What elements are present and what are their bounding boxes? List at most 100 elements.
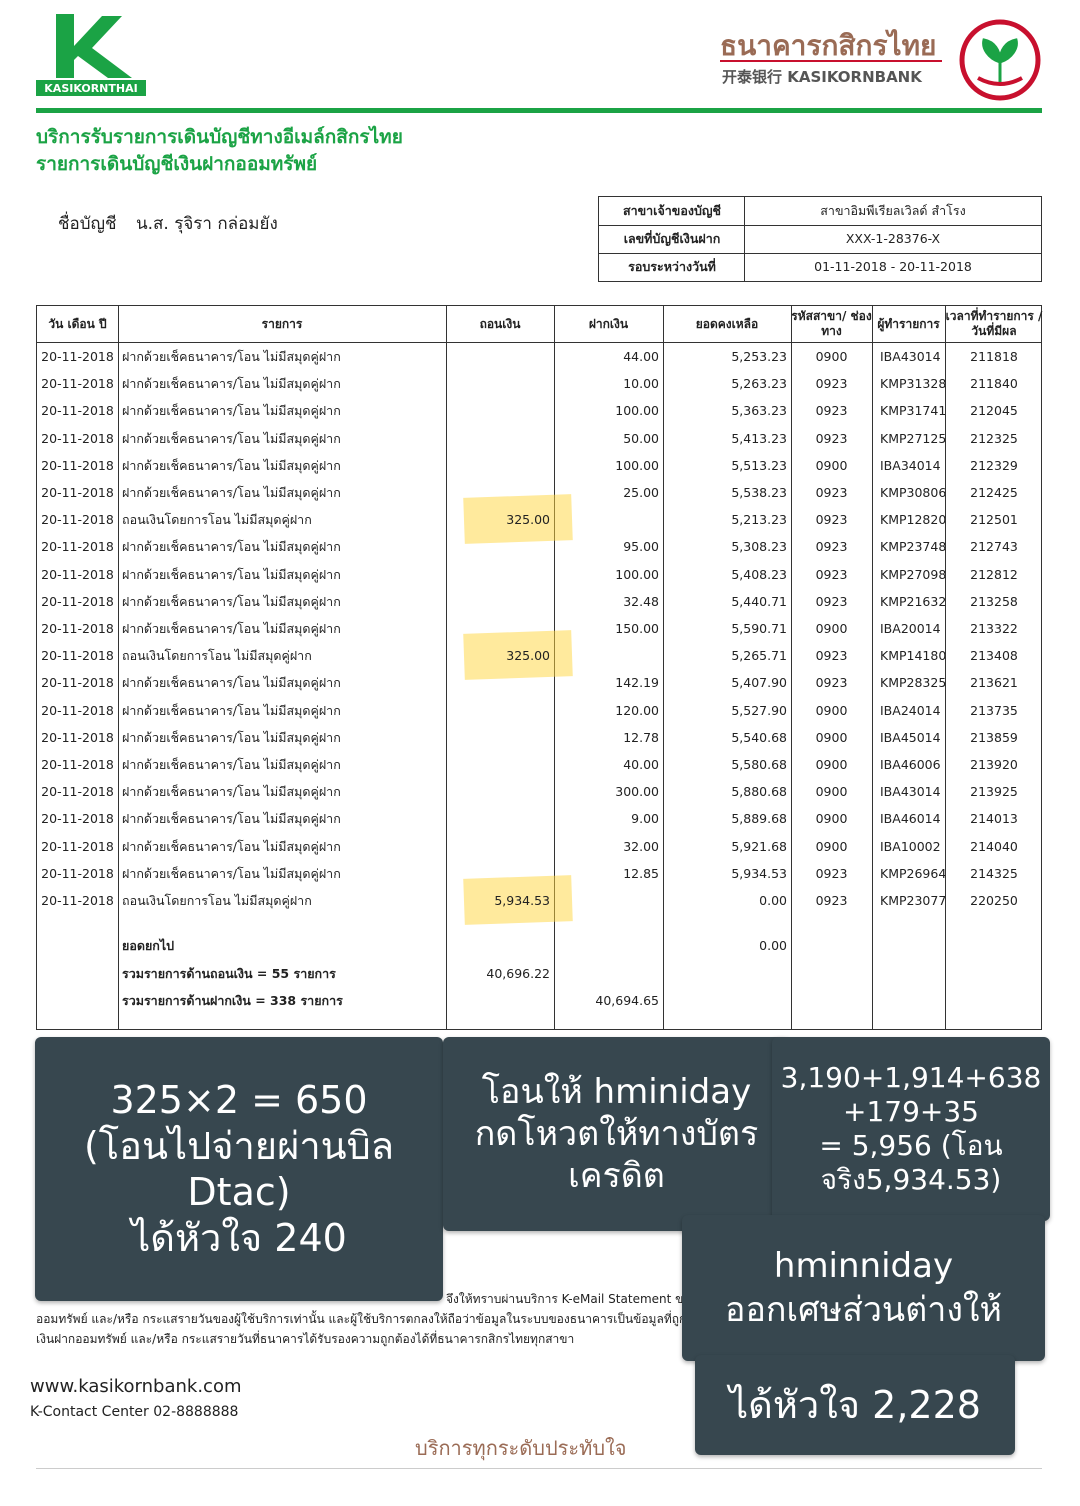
cell: 211818 xyxy=(970,349,1018,364)
cell: 5,889.68 xyxy=(731,811,787,827)
cell: 9.00 xyxy=(631,811,659,827)
cell: 212329 xyxy=(970,457,1018,473)
info-value: XXX-1-28376-X xyxy=(845,231,941,246)
cell: 20-11-2018 xyxy=(41,648,114,664)
cell: 20-11-2018 xyxy=(41,403,114,419)
annotation-line: โอนให้ hminiday xyxy=(481,1072,752,1112)
summary-cell: 40,696.22 xyxy=(486,965,550,981)
cell: IBA43014 xyxy=(880,784,941,800)
annotation-line: ได้หัวใจ 2,228 xyxy=(729,1383,981,1427)
annotation-line: ออกเศษส่วนต่างให้ xyxy=(725,1290,1002,1330)
row-line xyxy=(599,225,1041,226)
cell: KMP26964 xyxy=(880,865,945,881)
cell: 150.00 xyxy=(615,621,659,636)
cell: 20-11-2018 xyxy=(41,457,114,473)
cell: 5,590.71 xyxy=(731,621,787,636)
cell: 213925 xyxy=(970,784,1018,800)
cell: 212325 xyxy=(970,430,1018,446)
column-header: รหัสสาขา/ ช่องทาง xyxy=(791,309,872,338)
annotation-line: ได้หัวใจ 240 xyxy=(131,1216,347,1260)
cell: KMP31741 xyxy=(880,403,945,419)
cell: 0.00 xyxy=(759,893,787,908)
cell: ฝากด้วยเช็คธนาคาร/โอน ไม่มีสมุดคู่ฝาก xyxy=(122,784,341,800)
cell: 20-11-2018 xyxy=(41,675,114,691)
cell: ฝากด้วยเช็คธนาคาร/โอน ไม่มีสมุดคู่ฝาก xyxy=(122,675,341,691)
cell: 0900 xyxy=(815,757,848,772)
cell: 0923 xyxy=(815,893,848,908)
subtitle: รายการเดินบัญชีเงินฝากออมทรัพย์ xyxy=(36,153,318,175)
cell: KMP12820 xyxy=(880,512,945,528)
cell: 0923 xyxy=(815,593,848,609)
cell: ถอนเงินโดยการโอน ไม่มีสมุดคู่ฝาก xyxy=(122,893,312,908)
cell: 5,265.71 xyxy=(731,648,787,664)
cell: ฝากด้วยเช็คธนาคาร/โอน ไม่มีสมุดคู่ฝาก xyxy=(122,349,341,364)
cell: 25.00 xyxy=(623,485,659,500)
column-header: เวลาที่ทำรายการ / วันที่มีผล xyxy=(945,309,1043,338)
cell: 20-11-2018 xyxy=(41,566,114,582)
logo-text: KASIKORNTHAI xyxy=(44,82,137,95)
cell: 20-11-2018 xyxy=(41,430,114,446)
cell: 20-11-2018 xyxy=(41,784,114,800)
website: www.kasikornbank.com xyxy=(30,1376,242,1397)
info-label: สาขาเจ้าของบัญชี xyxy=(622,203,722,218)
annotation-line: (โอนไปจ่ายผ่านบิล xyxy=(83,1124,395,1168)
info-value: 01-11-2018 - 20-11-2018 xyxy=(814,259,972,274)
cell: 5,363.23 xyxy=(731,403,787,419)
footer-notes: จึงให้ทราบผ่านบริการ K-eMail Statement ข… xyxy=(36,1289,691,1349)
column-header: ผู้ทำรายการ xyxy=(877,316,940,331)
cell: 5,440.71 xyxy=(731,593,787,609)
cell: 5,253.23 xyxy=(731,349,787,364)
cell: ฝากด้วยเช็คธนาคาร/โอน ไม่มีสมุดคู่ฝาก xyxy=(122,811,341,827)
column-header: ถอนเงิน xyxy=(479,316,521,331)
cell: 20-11-2018 xyxy=(41,729,114,745)
annotation: 3,190+1,914+638 +179+35 = 5,956 (โอน จริง5,… xyxy=(772,1037,1050,1221)
cell: ฝากด้วยเช็คธนาคาร/โอน ไม่มีสมุดคู่ฝาก xyxy=(122,593,341,609)
cell: 300.00 xyxy=(615,784,659,800)
col-line xyxy=(118,306,119,1029)
column-header: ยอดคงเหลือ xyxy=(695,316,759,331)
cell: 0923 xyxy=(815,376,848,392)
cell: 0900 xyxy=(815,729,848,745)
cell: IBA20014 xyxy=(880,621,941,636)
cell: 213859 xyxy=(970,729,1018,745)
cell: 20-11-2018 xyxy=(41,376,114,392)
cell: 212045 xyxy=(970,403,1018,419)
cell: 0900 xyxy=(815,457,848,473)
cell: 212425 xyxy=(970,485,1018,500)
cell: KMP21632 xyxy=(880,593,945,609)
cell: 5,308.23 xyxy=(731,539,787,555)
cell: 213322 xyxy=(970,621,1018,636)
cell: 0923 xyxy=(815,648,848,664)
cell: 100.00 xyxy=(615,457,659,473)
column-header: วัน เดือน ปี xyxy=(48,316,107,331)
cell: 20-11-2018 xyxy=(41,512,114,528)
summary-cell: 40,694.65 xyxy=(595,993,659,1008)
cell: KMP27125 xyxy=(880,430,945,446)
cell: 20-11-2018 xyxy=(41,702,114,718)
col-line xyxy=(744,197,745,281)
account-label: ชื่อบัญชี xyxy=(58,214,117,234)
footer-line xyxy=(36,1468,1042,1469)
cell: KMP14180 xyxy=(880,648,945,664)
summary-cell: รวมรายการด้านถอนเงิน = 55 รายการ xyxy=(122,965,336,981)
annotation-line: 3,190+1,914+638 xyxy=(780,1061,1042,1094)
annotation-line: 325×2 = 650 xyxy=(110,1078,368,1122)
cell: 0923 xyxy=(815,675,848,691)
cell: 95.00 xyxy=(623,539,659,555)
footer-note: เงินฝากออมทรัพย์ และ/หรือ กระแสรายวันที่… xyxy=(36,1332,575,1346)
cell: ฝากด้วยเช็คธนาคาร/โอน ไม่มีสมุดคู่ฝาก xyxy=(122,539,341,555)
cell: IBA45014 xyxy=(880,729,941,745)
cell: 212743 xyxy=(970,539,1018,555)
cell: 212501 xyxy=(970,512,1018,528)
cell: 5,540.68 xyxy=(731,729,787,745)
cell: ฝากด้วยเช็คธนาคาร/โอน ไม่มีสมุดคู่ฝาก xyxy=(122,403,341,419)
cell: 0923 xyxy=(815,485,848,500)
cell: 5,413.23 xyxy=(731,430,787,446)
cell: 20-11-2018 xyxy=(41,893,114,908)
cell: ฝากด้วยเช็คธนาคาร/โอน ไม่มีสมุดคู่ฝาก xyxy=(122,729,341,745)
cell: 5,408.23 xyxy=(731,566,787,582)
cell: 20-11-2018 xyxy=(41,349,114,364)
cell: KMP30806 xyxy=(880,485,945,500)
col-line xyxy=(872,306,873,1029)
cell: 5,263.23 xyxy=(731,376,787,392)
